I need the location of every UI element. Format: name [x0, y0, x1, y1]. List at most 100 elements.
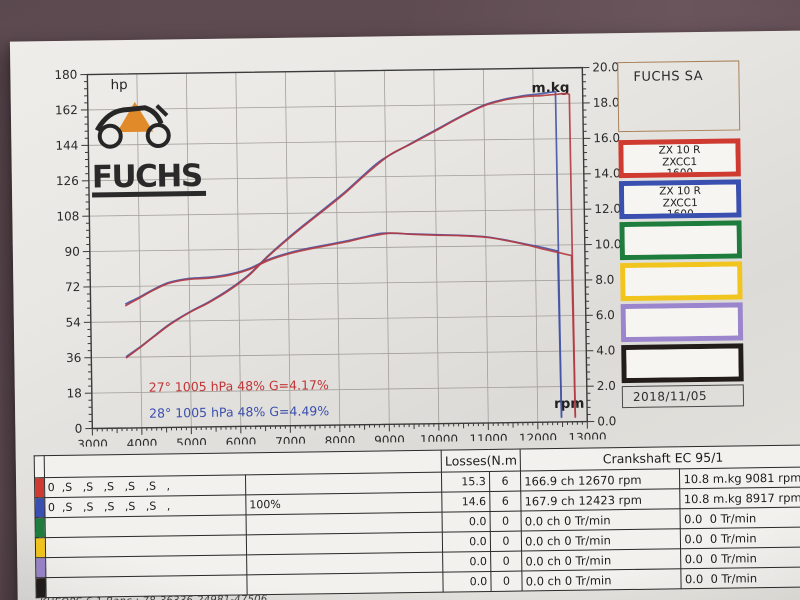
legend-run-box: ZX 10 RZXCC11600	[618, 138, 741, 179]
legend-run-box: ZX 10 RZXCC11600	[618, 179, 742, 220]
y-left-tick-label: 108	[56, 209, 79, 223]
y-left-tick-label: 18	[66, 386, 81, 400]
table-cell: 0.0	[442, 531, 491, 553]
gridline	[89, 208, 585, 217]
legend-run-box	[621, 343, 744, 384]
table-cell: 14.6	[441, 491, 490, 513]
table-cell: 0.0 0 Tr/min	[680, 507, 800, 529]
y-left-tick-label: 180	[54, 68, 77, 82]
annotation-line: 27° 1005 hPa 48% G=4.17%	[149, 377, 329, 395]
axis-labels: 3000 4000 5000 6000 7000 8000 9000 10000 11000 12…	[54, 60, 622, 448]
x-tick-label: 13000	[568, 430, 606, 445]
table-cell: 6	[489, 491, 522, 512]
table-cell: 166.9 ch 12670 rpm	[520, 468, 681, 492]
curve-torque-red	[124, 232, 577, 417]
gridline	[87, 102, 583, 111]
y-left-tick-label: 126	[56, 174, 79, 188]
table-cell: 0 ,S ,S ,S ,S ,S ,	[44, 474, 246, 498]
table-cell: 167.9 ch 12423 rpm	[520, 488, 681, 512]
table-cell	[44, 514, 247, 538]
y-right-tick-label: 20.0	[592, 60, 619, 74]
table-cell: 0.0 ch 0 Tr/min	[521, 508, 681, 532]
curves-layer	[124, 90, 577, 419]
table-cell: 0	[490, 551, 523, 572]
table-cell	[246, 512, 443, 535]
curve-power-red	[125, 92, 577, 418]
gridline	[88, 138, 584, 146]
row-color-stripe	[34, 477, 45, 498]
table-cell: 0.0 0 Tr/min	[681, 567, 800, 589]
table-cell: 10.8 m.kg 9081 rpm	[679, 467, 800, 489]
fuchs-logo-text: FUCHS	[92, 158, 203, 196]
axis-unit-labels: hp m.kg rpm	[110, 77, 585, 412]
table-header-losses: Losses(N.m	[441, 449, 521, 473]
row-color-stripe	[35, 537, 46, 558]
table-cell: 0.0 0 Tr/min	[680, 527, 800, 549]
y-left-unit-label: hp	[110, 77, 127, 93]
dyno-printout-paper: 3000 4000 5000 6000 7000 8000 9000 10000 11000 12…	[9, 30, 800, 600]
y-right-tick-label: 6.0	[596, 308, 615, 322]
x-unit-label: rpm	[554, 396, 585, 412]
table-cell: 0 ,S ,S ,S ,S ,S ,	[44, 494, 247, 518]
table-cell	[45, 554, 247, 578]
motorcycle-icon	[94, 101, 171, 149]
table-cell: 0.0	[442, 511, 491, 533]
gridline	[88, 173, 584, 182]
gridline	[91, 350, 587, 359]
legend-title-box: FUCHS SA	[617, 60, 741, 133]
row-color-stripe	[35, 557, 46, 578]
y-right-tick-label: 16.0	[593, 131, 620, 145]
annotations: 27° 1005 hPa 48% G=4.17% 28° 1005 hPa 48%…	[149, 377, 330, 421]
legend-date-box: 2018/11/05	[621, 384, 745, 409]
table-cell: 0	[490, 571, 523, 592]
x-tick-label: 10000	[420, 432, 458, 447]
table-cell	[44, 534, 247, 558]
table-cell: 6	[489, 471, 521, 492]
table-cell: 0.0	[442, 551, 491, 573]
y-right-tick-label: 10.0	[595, 237, 622, 251]
y-right-unit-label: m.kg	[531, 80, 569, 97]
y-right-tick-label: 14.0	[594, 166, 621, 180]
table-cell	[246, 572, 444, 595]
x-tick-label: 11000	[469, 432, 507, 447]
gridline	[91, 385, 587, 394]
y-left-tick-label: 162	[55, 103, 78, 117]
y-right-tick-label: 18.0	[593, 96, 620, 110]
y-right-tick-label: 8.0	[595, 273, 614, 287]
x-tick-label: 9000	[374, 433, 405, 447]
table-cell	[245, 472, 442, 495]
y-right-tick-label: 12.0	[594, 202, 621, 216]
table-cell: 0	[489, 511, 522, 532]
y-left-tick-label: 54	[65, 315, 80, 329]
legend-run-label	[624, 225, 737, 256]
gridline	[90, 279, 586, 288]
x-tick-label: 8000	[325, 434, 356, 448]
table-cell: 10.8 m.kg 8917 rpm	[680, 487, 800, 509]
table-cell	[246, 552, 444, 575]
test-date: 2018/11/05	[632, 388, 708, 404]
x-tick-label: 5000	[176, 436, 207, 448]
y-right-tick-label: 4.0	[596, 343, 615, 357]
fuchs-logo: FUCHS	[92, 101, 207, 198]
y-left-tick-label: 36	[66, 351, 81, 365]
table-cell: 0.0	[443, 571, 491, 593]
axis-ticks	[80, 67, 595, 436]
gridline	[89, 244, 585, 252]
y-right-tick-label: 2.0	[597, 379, 616, 393]
row-color-stripe	[35, 577, 46, 598]
table-header-corner	[34, 455, 45, 478]
legend-run-box	[620, 302, 744, 343]
legend-run-box	[619, 220, 743, 261]
table-cell: 15.3	[441, 471, 490, 493]
y-left-tick-label: 0	[75, 422, 83, 436]
results-table: Losses(N.m Crankshaft EC 95/1 0 ,S ,S ,S…	[34, 444, 800, 598]
chart-layers: 3000 4000 5000 6000 7000 8000 9000 10000 11000 12…	[54, 60, 622, 448]
y-left-tick-label: 144	[55, 138, 78, 152]
legend-run-label	[625, 307, 739, 338]
table-cell: 0.0 ch 0 Tr/min	[521, 528, 681, 552]
x-tick-label: 7000	[275, 435, 306, 448]
dyno-chart: 3000 4000 5000 6000 7000 8000 9000 10000 11000 12…	[54, 60, 622, 448]
legend-run-label	[626, 348, 739, 379]
table-cell: 0.0 ch 0 Tr/min	[521, 548, 682, 572]
